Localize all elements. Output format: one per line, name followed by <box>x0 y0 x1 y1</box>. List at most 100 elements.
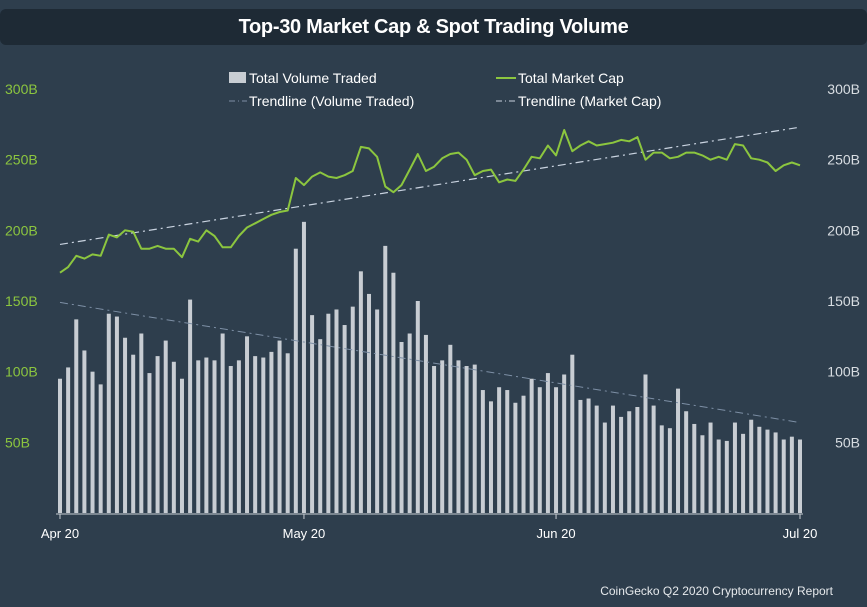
volume-bar <box>261 357 266 513</box>
volume-bar <box>513 402 518 513</box>
volume-bar <box>326 313 331 513</box>
market-cap-line <box>59 129 801 274</box>
volume-bar <box>732 422 737 513</box>
volume-bar <box>789 436 794 513</box>
volume-bar <box>90 371 95 513</box>
volume-bar <box>765 429 770 513</box>
volume-bar <box>301 221 306 513</box>
y-left-tick-label: 200B <box>5 222 38 238</box>
volume-bar <box>342 325 347 513</box>
volume-bar <box>610 405 615 513</box>
volume-bar <box>423 334 428 513</box>
volume-bar <box>635 407 640 513</box>
volume-bar <box>773 432 778 513</box>
y-right-tick-label: 100B <box>827 364 860 380</box>
volume-bar <box>310 315 315 513</box>
source-note: CoinGecko Q2 2020 Cryptocurrency Report <box>600 584 833 598</box>
volume-bar <box>602 422 607 513</box>
volume-bar <box>383 245 388 513</box>
volume-bar <box>245 336 250 513</box>
y-axis-left: 50B 100B 150B 200B 250B 300B <box>5 81 38 450</box>
volume-bar <box>692 423 697 513</box>
volume-bar <box>497 387 502 513</box>
volume-bar <box>391 272 396 513</box>
title-bar: Top-30 Market Cap & Spot Trading Volume <box>0 9 867 45</box>
volume-bar <box>586 398 591 513</box>
volume-bar <box>578 399 583 513</box>
y-right-tick-label: 50B <box>835 434 860 450</box>
y-left-tick-label: 50B <box>5 434 30 450</box>
volume-bar <box>163 340 168 513</box>
volume-bar <box>700 435 705 513</box>
y-left-tick-label: 250B <box>5 152 38 168</box>
y-left-tick-label: 150B <box>5 293 38 309</box>
volume-bar <box>472 364 477 513</box>
volume-bar <box>277 340 282 513</box>
trendline-volume <box>59 301 801 424</box>
volume-bar <box>537 387 542 513</box>
volume-bar <box>798 439 802 513</box>
volume-bar <box>179 378 184 513</box>
volume-bar <box>212 360 217 513</box>
legend-label-market-cap: Total Market Cap <box>518 70 624 86</box>
x-tick-label: Apr 20 <box>41 526 79 541</box>
volume-bar <box>367 293 372 513</box>
y-axis-right: 50B 100B 150B 200B 250B 300B <box>827 81 860 450</box>
volume-bar <box>139 333 144 513</box>
volume-bar <box>407 333 412 513</box>
trendline-market-cap <box>59 126 801 246</box>
volume-bar <box>334 309 339 513</box>
volume-bar <box>66 367 71 513</box>
volume-bar <box>570 354 575 513</box>
volume-bar <box>123 337 128 513</box>
legend-label-trend-market-cap: Trendline (Market Cap) <box>518 93 661 109</box>
volume-bar <box>724 440 729 513</box>
volume-bar <box>131 354 136 513</box>
volume-bar <box>643 374 648 513</box>
volume-bar <box>741 433 746 513</box>
volume-bar <box>188 299 193 513</box>
chart-title: Top-30 Market Cap & Spot Trading Volume <box>238 15 629 38</box>
volume-bars <box>58 221 802 513</box>
volume-bar <box>74 319 79 513</box>
market-cap-series-line <box>59 129 801 274</box>
volume-bar <box>399 341 404 513</box>
volume-bar <box>171 361 176 513</box>
volume-bar <box>545 373 550 513</box>
volume-bar <box>505 390 510 513</box>
legend-swatch-volume <box>229 72 246 83</box>
volume-bar <box>529 378 534 513</box>
legend: Total Volume Traded Total Market Cap Tre… <box>229 70 661 109</box>
y-left-tick-label: 100B <box>5 364 38 380</box>
volume-bar <box>228 366 233 513</box>
y-right-tick-label: 250B <box>827 152 860 168</box>
y-right-tick-label: 150B <box>827 293 860 309</box>
volume-bar <box>196 360 201 513</box>
volume-bar <box>651 405 656 513</box>
x-tick-label: Jun 20 <box>537 526 576 541</box>
volume-bar <box>358 271 363 513</box>
volume-bar <box>684 411 689 513</box>
volume-bar <box>448 344 453 513</box>
volume-bar <box>220 333 225 513</box>
volume-bar <box>293 248 298 513</box>
volume-bar <box>98 384 103 513</box>
volume-bar <box>236 360 241 513</box>
volume-bar <box>781 439 786 513</box>
volume-bar <box>350 306 355 513</box>
volume-bar <box>562 374 567 513</box>
volume-bar <box>488 401 493 513</box>
volume-bar <box>432 366 437 513</box>
volume-bar <box>285 353 290 513</box>
x-tick-label: Jul 20 <box>783 526 818 541</box>
volume-bar <box>480 390 485 513</box>
volume-bar <box>464 366 469 513</box>
volume-bar <box>456 360 461 513</box>
volume-bar <box>521 395 526 513</box>
volume-bar <box>204 357 209 513</box>
volume-bar <box>269 351 274 513</box>
volume-bar <box>440 360 445 513</box>
volume-bar <box>676 388 681 513</box>
legend-label-volume: Total Volume Traded <box>249 70 377 86</box>
